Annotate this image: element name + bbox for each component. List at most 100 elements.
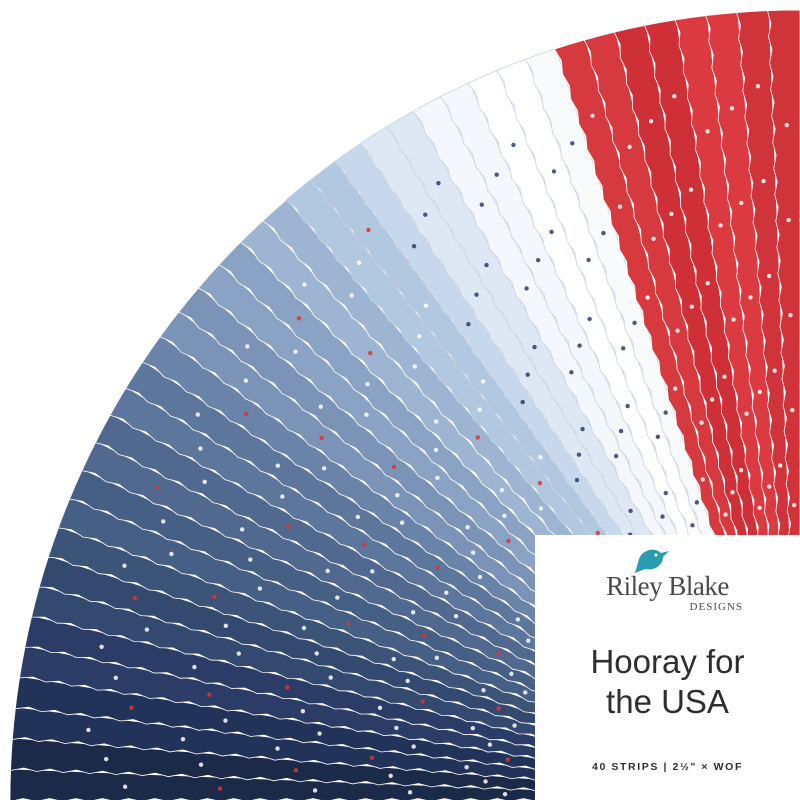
print-motif: [723, 512, 728, 517]
print-motif: [790, 407, 795, 413]
print-motif: [655, 434, 661, 440]
print-motif: [538, 454, 543, 460]
print-motif: [705, 129, 710, 134]
title-line: Hooray for: [590, 643, 745, 680]
print-motif: [512, 723, 517, 728]
print-motif: [161, 519, 166, 524]
print-motif: [411, 744, 416, 749]
print-motif: [577, 343, 582, 348]
print-motif: [368, 350, 373, 356]
print-motif: [192, 664, 197, 670]
print-motif: [395, 493, 400, 498]
print-motif: [738, 468, 744, 473]
print-motif: [86, 727, 91, 733]
print-motif: [709, 397, 715, 402]
print-motif: [129, 705, 134, 710]
print-motif: [394, 725, 399, 731]
print-motif: [699, 420, 704, 425]
print-motif: [422, 633, 427, 638]
print-motif: [788, 312, 793, 318]
print-motif: [535, 257, 541, 263]
print-motif: [465, 525, 470, 530]
print-motif: [411, 244, 417, 249]
print-motif: [479, 202, 485, 207]
print-motif: [244, 411, 249, 417]
print-motif: [284, 685, 290, 690]
print-motif: [778, 463, 783, 468]
print-motif: [207, 692, 212, 697]
print-motif: [675, 328, 680, 333]
footer-text: 40 STRIPS | 2½" × WOF: [592, 761, 743, 773]
print-motif: [369, 755, 375, 761]
print-motif: [722, 374, 727, 379]
print-motif: [405, 678, 410, 684]
print-motif: [475, 435, 481, 440]
print-motif: [766, 484, 772, 489]
print-motif: [296, 316, 302, 321]
print-motif: [243, 378, 249, 383]
print-motif: [744, 411, 749, 416]
print-motif: [694, 500, 699, 505]
logo-bird: [635, 549, 669, 573]
print-motif: [195, 412, 201, 417]
print-motif: [730, 490, 735, 495]
print-motif: [537, 480, 543, 486]
print-motif: [346, 621, 351, 626]
print-motif: [355, 514, 361, 520]
print-motif: [648, 118, 654, 124]
print-motif: [399, 520, 405, 525]
print-motif: [663, 490, 668, 496]
print-motif: [325, 568, 330, 574]
print-motif: [700, 477, 705, 482]
print-motif: [580, 426, 585, 432]
print-motif: [784, 122, 789, 128]
print-motif: [132, 596, 138, 601]
print-motif: [275, 463, 281, 468]
print-motif: [321, 466, 327, 471]
print-motif: [651, 236, 656, 241]
print-motif: [239, 527, 245, 532]
print-motif: [212, 594, 217, 600]
print-motif: [538, 506, 544, 511]
print-motif: [525, 372, 530, 377]
print-motif: [625, 403, 630, 409]
print-motif: [318, 404, 323, 409]
print-motif: [423, 212, 428, 217]
print-motif: [477, 574, 483, 580]
print-motif: [391, 464, 397, 470]
print-motif: [551, 169, 557, 174]
print-motif: [154, 485, 159, 491]
print-motif: [663, 410, 668, 415]
brand-sub: DESIGNS: [689, 601, 743, 613]
print-motif: [317, 731, 322, 736]
print-motif: [248, 557, 253, 562]
brand-name: Riley Blake: [606, 571, 729, 601]
print-motif: [772, 368, 777, 373]
print-motif: [757, 389, 763, 395]
print-motif: [480, 379, 486, 384]
print-motif: [672, 386, 678, 391]
print-motif: [180, 737, 186, 742]
print-motif: [618, 428, 624, 434]
print-motif: [293, 768, 299, 773]
print-motif: [574, 477, 580, 483]
print-motif: [645, 295, 650, 300]
print-motif: [524, 286, 529, 291]
print-motif: [520, 399, 525, 405]
print-motif: [423, 303, 428, 308]
print-motif: [672, 93, 677, 99]
print-motif: [511, 142, 516, 148]
print-motif: [198, 762, 204, 767]
print-motif: [505, 757, 510, 762]
print-motif: [786, 217, 791, 223]
print-motif: [433, 447, 439, 453]
print-motif: [718, 223, 723, 228]
print-motif: [587, 316, 592, 322]
print-motif: [470, 726, 475, 731]
print-motif: [617, 204, 623, 209]
print-motif: [632, 320, 637, 326]
print-motif: [502, 513, 507, 519]
print-motif: [388, 773, 393, 779]
print-motif: [496, 706, 501, 711]
